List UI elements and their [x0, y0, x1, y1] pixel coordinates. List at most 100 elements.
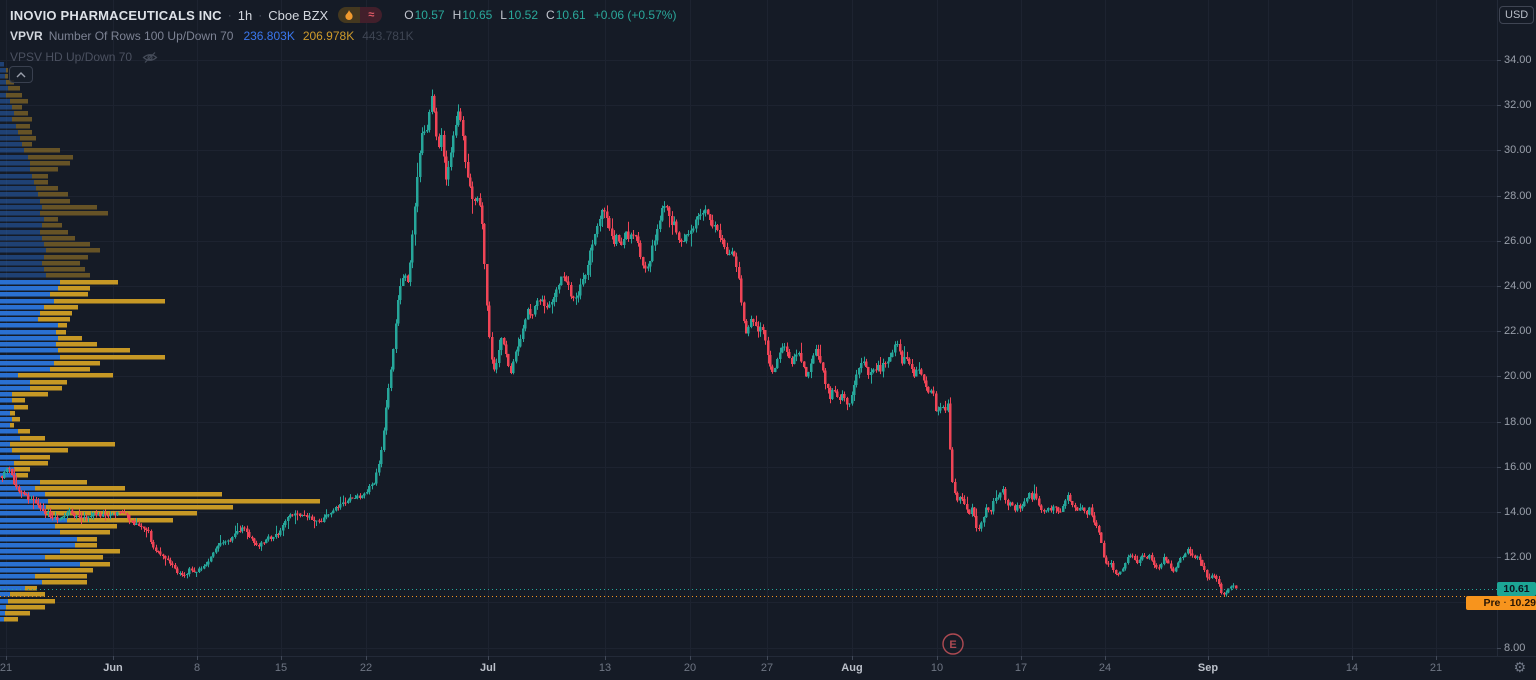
- candle-body: [387, 388, 390, 408]
- candle-body: [306, 514, 309, 517]
- volume-profile-down-bar: [44, 242, 90, 247]
- time-axis-tick: [1436, 656, 1437, 660]
- candle-body: [519, 338, 522, 347]
- separator-dot: ·: [258, 8, 263, 22]
- candle-body: [303, 514, 306, 516]
- candle-body: [1129, 555, 1132, 557]
- candle-body: [647, 266, 650, 269]
- candle-body: [1153, 560, 1156, 566]
- collapse-legend-button[interactable]: [9, 66, 33, 83]
- vpvr-params: Number Of Rows 100 Up/Down 70: [48, 29, 234, 43]
- candle-body: [1230, 586, 1233, 589]
- volume-profile-down-bar: [30, 167, 58, 172]
- candle-body: [474, 198, 477, 202]
- vpvr-title[interactable]: VPVR: [10, 29, 43, 43]
- price-axis-tick: [1497, 512, 1501, 513]
- candle-body: [392, 348, 395, 370]
- candle-body: [123, 512, 126, 514]
- candle-body: [464, 135, 467, 163]
- candle-body: [234, 533, 237, 537]
- volume-profile-down-bar: [56, 342, 97, 347]
- time-axis-tick: [197, 656, 198, 660]
- indicator-row-vpsv[interactable]: VPSV HD Up/Down 70: [10, 48, 676, 66]
- price-axis-label: 14.00: [1504, 506, 1532, 518]
- candle-body: [781, 347, 784, 353]
- candle-body: [104, 513, 107, 516]
- candle-body: [236, 530, 239, 534]
- exchange-label[interactable]: Cboe BZX: [268, 7, 329, 23]
- interval-label[interactable]: 1h: [237, 7, 253, 23]
- candle-body: [457, 111, 460, 125]
- time-axis-label: Jul: [480, 662, 496, 674]
- candle-body: [524, 319, 527, 329]
- indicator-row-vpvr[interactable]: VPVR Number Of Rows 100 Up/Down 70 236.8…: [10, 27, 676, 45]
- volume-profile-up-bar: [0, 605, 6, 610]
- candle-body: [879, 364, 882, 372]
- candle-body: [205, 564, 208, 567]
- candle-body: [255, 542, 258, 545]
- volume-profile-down-bar: [12, 392, 48, 397]
- candle-body: [1062, 505, 1065, 512]
- candle-body: [385, 407, 388, 431]
- candle-body: [111, 514, 114, 516]
- candle-body: [342, 502, 345, 504]
- candle-body: [313, 519, 316, 521]
- candle-body: [951, 449, 954, 482]
- price-axis-label: 34.00: [1504, 54, 1532, 66]
- candle-body: [195, 571, 198, 573]
- candle-body: [776, 358, 779, 368]
- candle-body: [963, 498, 966, 505]
- candle-body: [1079, 508, 1082, 511]
- candle-body: [884, 362, 887, 364]
- price-axis[interactable]: USD 10.61 Pre ⋅ 10.29 34.00 32.00 30.00 28.…: [1466, 0, 1536, 656]
- volume-profile-up-bar: [0, 518, 67, 523]
- volume-profile-up-bar: [0, 330, 56, 335]
- symbol-name[interactable]: INOVIO PHARMACEUTICALS INC: [10, 7, 222, 23]
- candle-body: [337, 506, 340, 508]
- candle-body: [757, 326, 760, 332]
- candle-body: [997, 497, 1000, 499]
- candle-body: [42, 508, 45, 512]
- symbol-row[interactable]: INOVIO PHARMACEUTICALS INC · 1h · Cboe B…: [10, 6, 676, 24]
- candle-body: [596, 225, 599, 235]
- price-chart-canvas[interactable]: E: [0, 0, 1497, 656]
- candle-body: [253, 538, 256, 543]
- volume-profile-down-bar: [12, 398, 25, 403]
- candle-body: [78, 515, 81, 518]
- candle-body: [373, 483, 376, 485]
- volume-profile-down-bar: [46, 273, 90, 278]
- candle-body: [973, 507, 976, 516]
- volume-profile-down-bar: [8, 599, 55, 604]
- volume-profile-down-bar: [44, 255, 88, 260]
- candle-body: [807, 371, 810, 377]
- eye-off-icon[interactable]: [142, 51, 158, 64]
- candle-body: [227, 540, 230, 542]
- volume-profile-up-bar: [0, 286, 58, 291]
- volume-profile-up-bar: [0, 136, 20, 141]
- time-axis[interactable]: ⚙ 21 Jun 8 15 22 Jul 13 20 27 Aug 10 17 24 Sep 14 21: [0, 656, 1536, 680]
- candle-body: [212, 552, 215, 557]
- earnings-marker-circle[interactable]: [942, 633, 964, 655]
- candle-body: [1023, 501, 1026, 507]
- price-axis-divider: [1497, 0, 1498, 656]
- volume-profile-down-bar: [42, 261, 80, 266]
- candle-body: [198, 568, 201, 572]
- candle-body: [1016, 505, 1019, 511]
- volume-profile-up-bar: [0, 211, 40, 216]
- currency-button[interactable]: USD: [1499, 6, 1535, 24]
- volume-profile-up-bar: [0, 543, 75, 548]
- gear-icon[interactable]: ⚙: [1513, 659, 1526, 675]
- candle-body: [615, 234, 618, 244]
- volume-profile-down-bar: [22, 142, 32, 147]
- candle-body: [507, 353, 510, 366]
- volume-profile-down-bar: [54, 299, 165, 304]
- candle-body: [1232, 585, 1235, 587]
- candle-body: [193, 570, 196, 573]
- volume-profile-down-bar: [10, 423, 14, 428]
- candle-body: [294, 513, 297, 516]
- vpsv-title[interactable]: VPSV HD Up/Down 70: [10, 50, 133, 64]
- candle-body: [803, 361, 806, 368]
- candle-body: [1213, 575, 1216, 577]
- candle-body: [404, 275, 407, 278]
- candle-body: [599, 219, 602, 226]
